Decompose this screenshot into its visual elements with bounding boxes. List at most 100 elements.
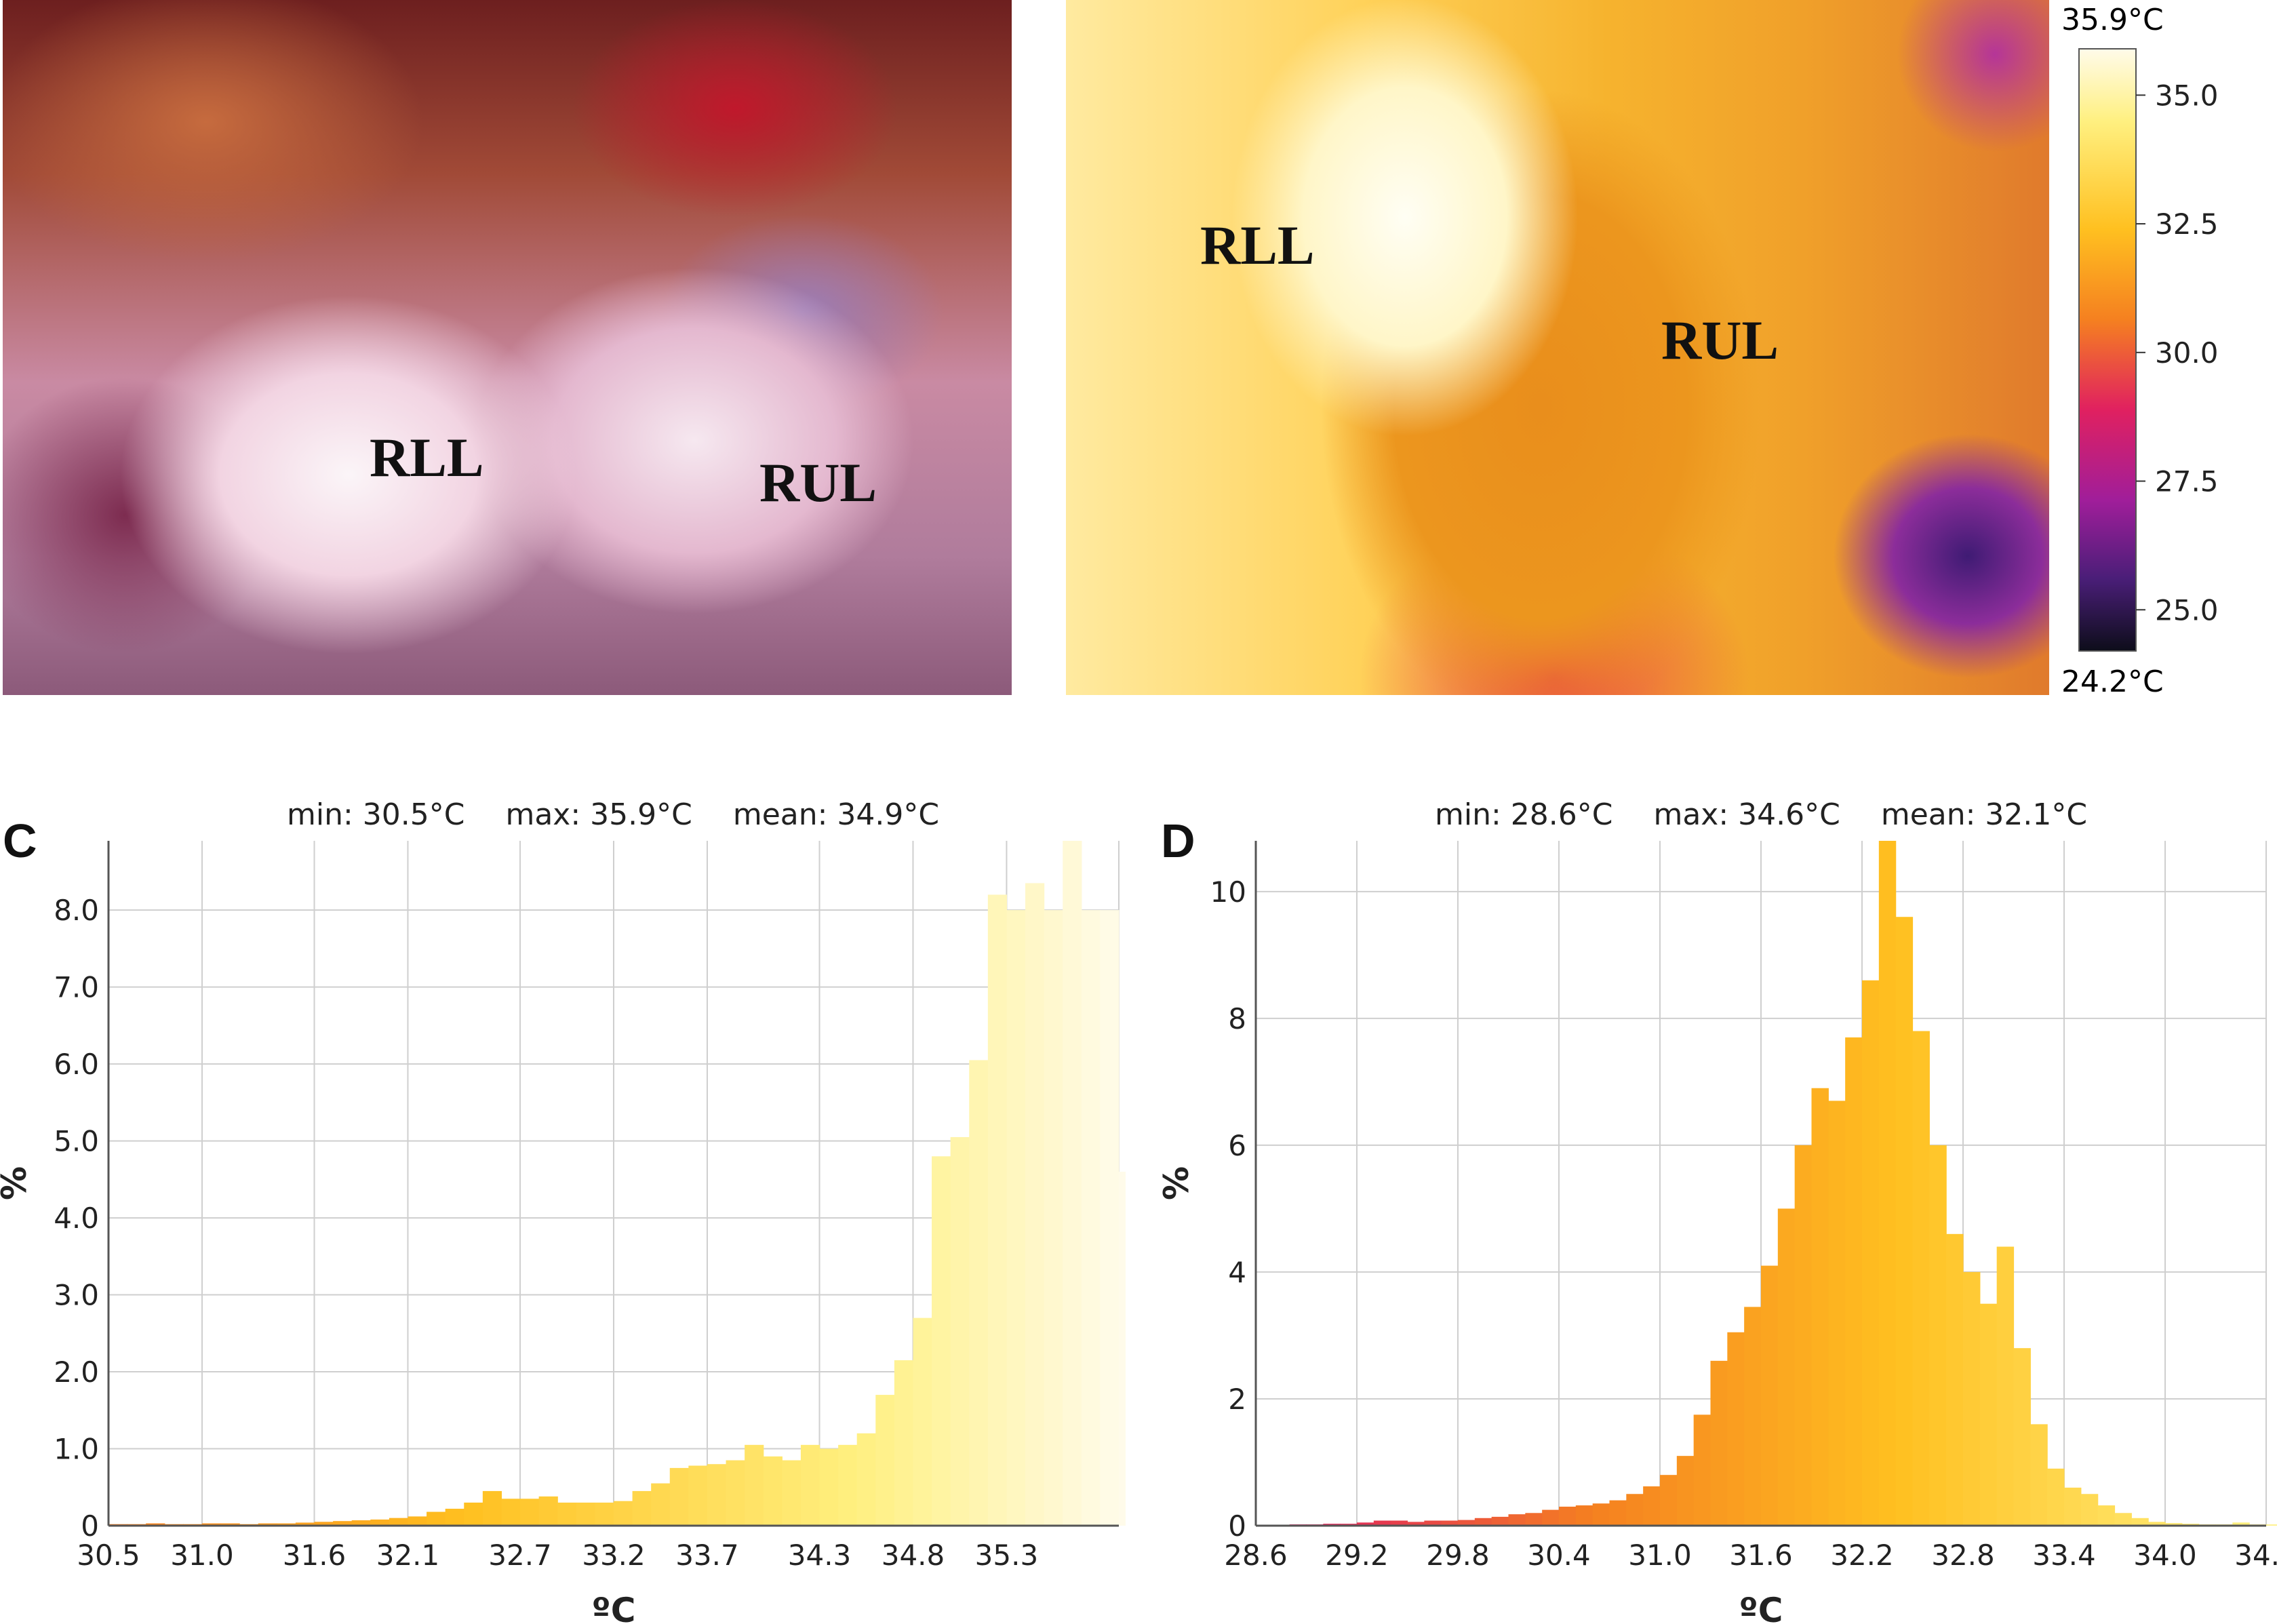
x-tick-label: 34.3 — [788, 1539, 852, 1572]
histogram-bar — [1996, 1246, 2015, 1526]
histogram-bar — [1542, 1509, 1560, 1526]
x-tick-label: 28.6 — [1224, 1539, 1288, 1572]
histogram-bar — [427, 1511, 446, 1526]
histogram-bar — [1643, 1486, 1661, 1526]
histogram-bar — [1693, 1414, 1711, 1526]
panel-d-letter: D — [1161, 814, 1195, 867]
panel-d-stat-mean: mean: 32.1°C — [1880, 797, 2088, 832]
histogram-bar — [819, 1448, 839, 1526]
histogram-bar — [2114, 1513, 2132, 1526]
histogram-bar — [314, 1522, 334, 1526]
histogram-bar — [351, 1520, 371, 1526]
histogram-bar — [595, 1502, 614, 1526]
histogram-c: 30.5 31.0 31.6 32.1 32.7 33.2 33.7 34.3 34.8 35.3… — [0, 841, 1126, 1624]
x-tick-label: 35.3 — [975, 1539, 1039, 1572]
histogram-bar — [632, 1490, 652, 1526]
y-tick-label: 10 — [1210, 875, 1246, 909]
x-tick-label: 32.8 — [1931, 1539, 1995, 1572]
histogram-bar — [1373, 1520, 1391, 1526]
x-tick-label: 34.6 — [2234, 1539, 2277, 1572]
histogram-bar — [1878, 841, 1897, 1526]
histogram-bar — [2148, 1522, 2166, 1526]
x-tick-label: 32.1 — [376, 1539, 440, 1572]
y-tick-label: 4.0 — [54, 1202, 99, 1235]
panel-d-stat-max: max: 34.6°C — [1653, 797, 1840, 832]
histogram-bar — [1676, 1456, 1695, 1526]
histogram-bar — [220, 1523, 240, 1526]
histogram-bar — [520, 1499, 540, 1526]
colorbar-min-label: 24.2°C — [2061, 665, 2164, 699]
histogram-bar — [1407, 1522, 1425, 1526]
histogram-bar — [258, 1523, 277, 1526]
histogram-bar — [2232, 1522, 2250, 1526]
y-tick-label: 0 — [1228, 1509, 1246, 1543]
histogram-bar — [1119, 1171, 1126, 1526]
colorbar-tick-label: 25.0 — [2155, 593, 2219, 627]
histogram-bar — [1912, 1031, 1930, 1526]
x-axis-label: ºC — [592, 1591, 636, 1624]
histogram-bar — [1710, 1360, 1728, 1526]
histogram-bar — [1525, 1513, 1543, 1526]
y-tick-label: 2.0 — [54, 1355, 99, 1389]
thermal-image — [1066, 0, 2049, 695]
y-tick-label: 6 — [1228, 1129, 1246, 1162]
histogram-bar — [2131, 1518, 2149, 1526]
histogram-bar — [1575, 1505, 1593, 1526]
histogram-bar — [763, 1456, 783, 1526]
histogram-bar — [838, 1444, 858, 1526]
histogram-bar — [277, 1523, 296, 1526]
histogram-bar — [1025, 883, 1045, 1526]
histogram-bar — [501, 1499, 521, 1526]
histogram-bar — [464, 1502, 483, 1526]
histogram-bar — [2097, 1505, 2116, 1526]
histogram-bar — [707, 1464, 727, 1526]
y-tick-label: 8 — [1228, 1002, 1246, 1035]
histogram-bar — [1441, 1520, 1459, 1526]
histogram-bar — [1081, 910, 1101, 1526]
x-tick-label: 33.7 — [675, 1539, 739, 1572]
histogram-bar — [1828, 1101, 1846, 1526]
histogram-bar — [445, 1509, 464, 1526]
x-tick-label: 31.6 — [1729, 1539, 1793, 1572]
histogram-bar — [800, 1444, 820, 1526]
x-tick-label: 29.2 — [1325, 1539, 1389, 1572]
histogram-bar — [2165, 1523, 2183, 1526]
histogram-bar — [875, 1395, 895, 1526]
y-tick-label: 1.0 — [54, 1433, 99, 1466]
x-tick-label: 32.7 — [488, 1539, 552, 1572]
histogram-bar — [201, 1523, 222, 1526]
colorbar-max-label: 35.9°C — [2061, 3, 2164, 37]
histogram-bar — [614, 1501, 633, 1526]
histogram-bar — [651, 1483, 671, 1526]
histogram-bar — [1609, 1500, 1627, 1526]
panel-d-stat-min: min: 28.6°C — [1434, 797, 1613, 832]
x-tick-label: 30.5 — [77, 1539, 140, 1572]
y-axis-label: % — [1161, 1166, 1196, 1200]
histogram-bar — [894, 1360, 914, 1526]
histogram-bar — [856, 1433, 876, 1526]
x-tick-label: 34.8 — [882, 1539, 945, 1572]
histogram-bar — [1727, 1332, 1745, 1526]
histogram-bar — [1929, 1145, 1947, 1526]
panel-d-stats: min: 28.6°C max: 34.6°C mean: 32.1°C — [1416, 763, 2128, 832]
histogram-bar — [482, 1490, 502, 1526]
histogram-bar — [1845, 1037, 1863, 1526]
histogram-bar — [2013, 1348, 2031, 1526]
histogram-bar — [913, 1318, 932, 1526]
histogram-bar — [1044, 910, 1063, 1526]
histogram-bar — [1474, 1518, 1492, 1526]
photo-label-rul: RUL — [759, 452, 877, 513]
histogram-bar — [2266, 1524, 2277, 1526]
histogram-bar — [1946, 1233, 1964, 1526]
histogram-bar — [1794, 1145, 1813, 1526]
x-tick-label: 30.4 — [1527, 1539, 1591, 1572]
x-tick-label: 33.4 — [2032, 1539, 2096, 1572]
y-tick-label: 6.0 — [54, 1048, 99, 1081]
histogram-bar — [370, 1519, 390, 1526]
histogram-bar — [295, 1522, 315, 1526]
histogram-bar — [688, 1465, 708, 1526]
histogram-bar — [538, 1496, 558, 1526]
histogram-bar — [1777, 1208, 1796, 1526]
histogram-bar — [1508, 1514, 1526, 1526]
histogram-bar — [987, 894, 1008, 1526]
